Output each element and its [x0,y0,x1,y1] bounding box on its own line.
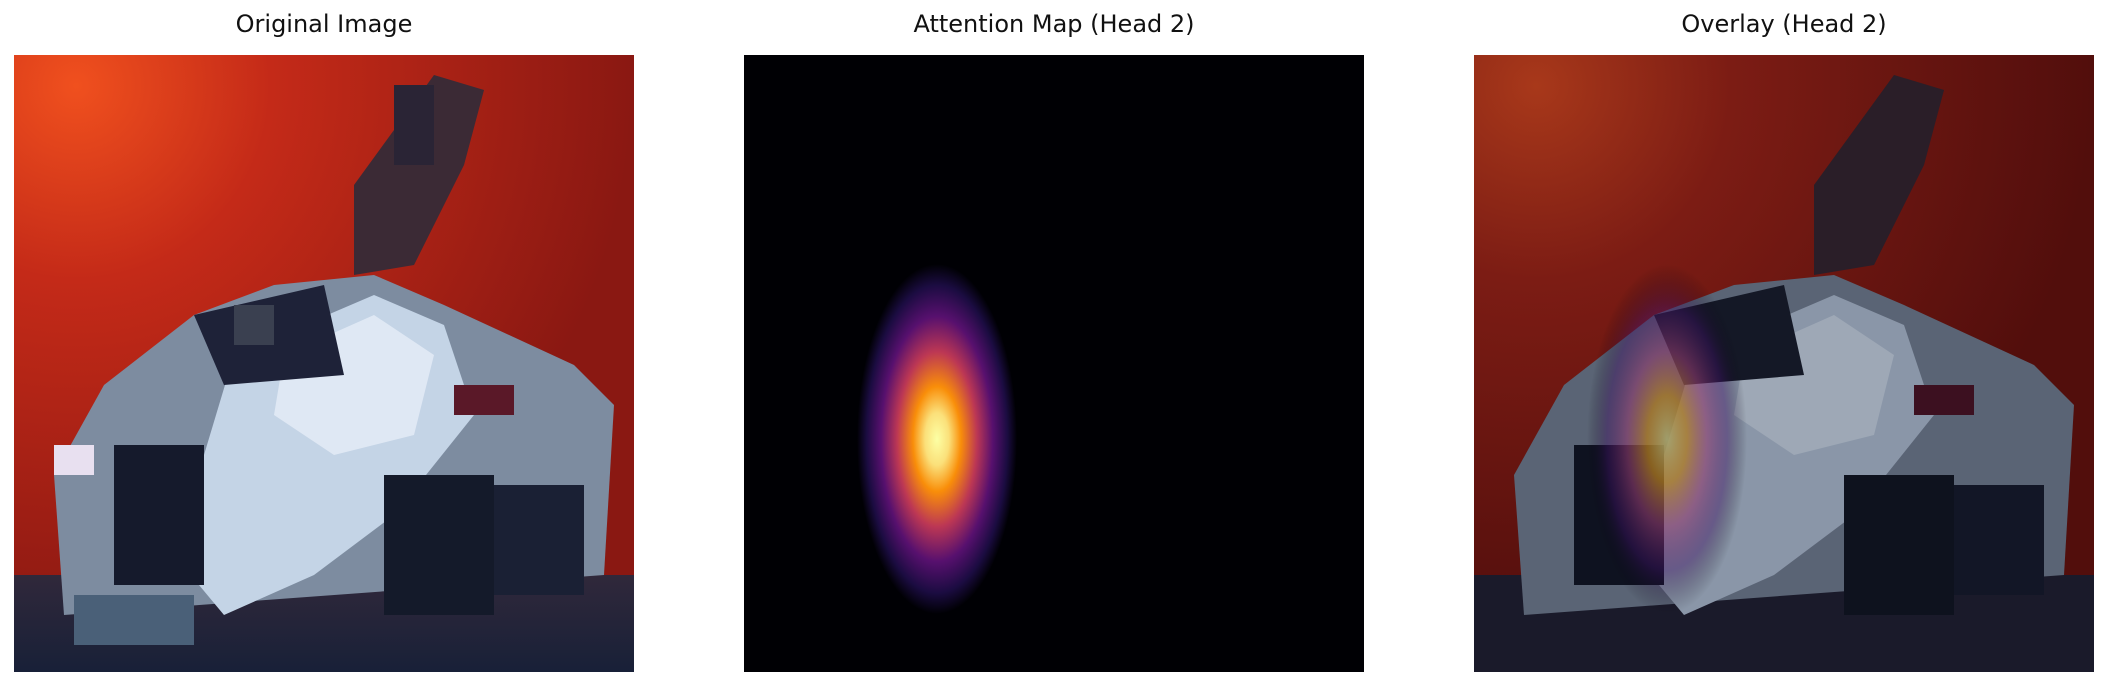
attention-map-title: Attention Map (Head 2) [913,10,1195,38]
overlay-panel: Overlay (Head 2) [1474,0,2094,688]
original-image [14,55,634,672]
original-image-panel: Original Image [14,0,634,688]
overlay-image [1474,55,2094,672]
attention-map-panel: Attention Map (Head 2) [744,0,1364,688]
attention-map [744,55,1364,672]
original-image-title: Original Image [235,10,413,38]
overlay-title: Overlay (Head 2) [1681,10,1887,38]
